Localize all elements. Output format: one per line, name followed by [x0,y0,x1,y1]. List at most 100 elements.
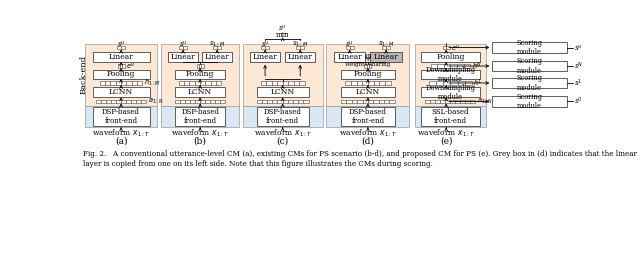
Bar [463,64,470,68]
Bar [296,46,300,50]
Bar [371,52,402,62]
Bar [431,99,435,103]
Bar [257,99,262,103]
Bar [101,99,106,103]
Bar [93,52,150,62]
Bar [161,44,239,106]
Bar [267,99,272,103]
Text: Linear: Linear [171,53,195,61]
Bar [213,46,217,50]
Bar [341,87,395,97]
Bar [118,64,120,68]
Bar [431,64,437,68]
Bar [278,99,283,103]
Bar [257,87,308,97]
Bar [379,99,384,103]
Bar [367,64,369,68]
Text: $s^u$: $s^u$ [260,39,269,49]
Bar [106,99,111,103]
Text: DSP-based
front-end: DSP-based front-end [349,108,387,125]
Bar [341,70,395,79]
Text: Downsampling
module: Downsampling module [426,83,476,101]
Bar [446,46,450,50]
Text: Scoring
module: Scoring module [516,93,543,110]
Bar [183,46,187,50]
Bar [216,81,221,85]
Text: min: min [276,31,289,39]
Text: DSP-based
front-end: DSP-based front-end [264,108,301,125]
Bar [277,81,283,85]
Bar [215,99,220,103]
Text: Back-end: Back-end [80,55,88,94]
Bar [279,30,283,33]
Bar [199,64,202,68]
Bar [175,70,225,79]
Bar [117,46,121,50]
Bar [421,107,480,126]
Bar [357,99,362,103]
Bar [451,81,458,85]
Text: Linear: Linear [253,53,278,61]
Bar [470,99,476,103]
Bar [283,30,287,33]
Text: (e): (e) [440,137,452,146]
Text: $e^u$: $e^u$ [451,43,460,53]
Bar [457,64,463,68]
Bar [421,70,480,79]
Bar [272,99,278,103]
Bar [121,81,127,85]
Text: $s_{1:M}$: $s_{1:M}$ [378,40,394,49]
Bar [346,46,349,50]
Bar [288,99,293,103]
Bar [132,81,137,85]
Bar [200,99,205,103]
Bar [100,81,105,85]
Bar [168,52,198,62]
Bar [121,46,125,50]
Text: Scoring
module: Scoring module [516,39,543,56]
Bar [141,99,146,103]
Bar [364,64,367,68]
Bar [437,64,444,68]
Bar [261,46,265,50]
Text: Pooling: Pooling [107,70,135,79]
Bar [445,99,451,103]
Bar [257,107,308,126]
Bar [127,81,132,85]
Bar [444,64,451,68]
Bar [349,46,353,50]
Bar [189,81,195,85]
Bar [93,107,150,126]
Text: waveform $x_{1:T}$: waveform $x_{1:T}$ [92,128,150,139]
Bar [131,99,136,103]
Text: Linear: Linear [288,53,312,61]
Text: SSL-based
front-end: SSL-based front-end [432,108,469,125]
Text: $a_{1:N}$: $a_{1:N}$ [148,97,163,106]
Text: waveform $x_{1:T}$: waveform $x_{1:T}$ [253,128,312,139]
Bar [435,99,440,103]
Bar [415,44,486,106]
Bar [443,46,446,50]
Text: Scoring
module: Scoring module [516,57,543,75]
Bar [356,81,362,85]
Bar [362,99,368,103]
Bar [300,46,304,50]
Text: $h^1$: $h^1$ [474,77,483,89]
Bar [96,99,101,103]
Text: $h_{1:M}$: $h_{1:M}$ [144,78,161,88]
Bar [436,81,444,85]
Bar [303,99,308,103]
Bar [260,81,266,85]
Bar [266,81,272,85]
Bar [190,99,195,103]
Text: $s^0$: $s^0$ [575,96,583,107]
Text: $e^u$: $e^u$ [126,61,135,71]
Bar [136,99,141,103]
Text: φ: φ [365,52,371,61]
Bar [380,81,385,85]
Bar [262,99,267,103]
Bar [382,46,386,50]
Bar [368,81,374,85]
Bar [384,99,390,103]
Text: Fig. 2.   A conventional utterance-level CM (a), existing CMs for PS scenario (b: Fig. 2. A conventional utterance-level C… [83,150,637,167]
